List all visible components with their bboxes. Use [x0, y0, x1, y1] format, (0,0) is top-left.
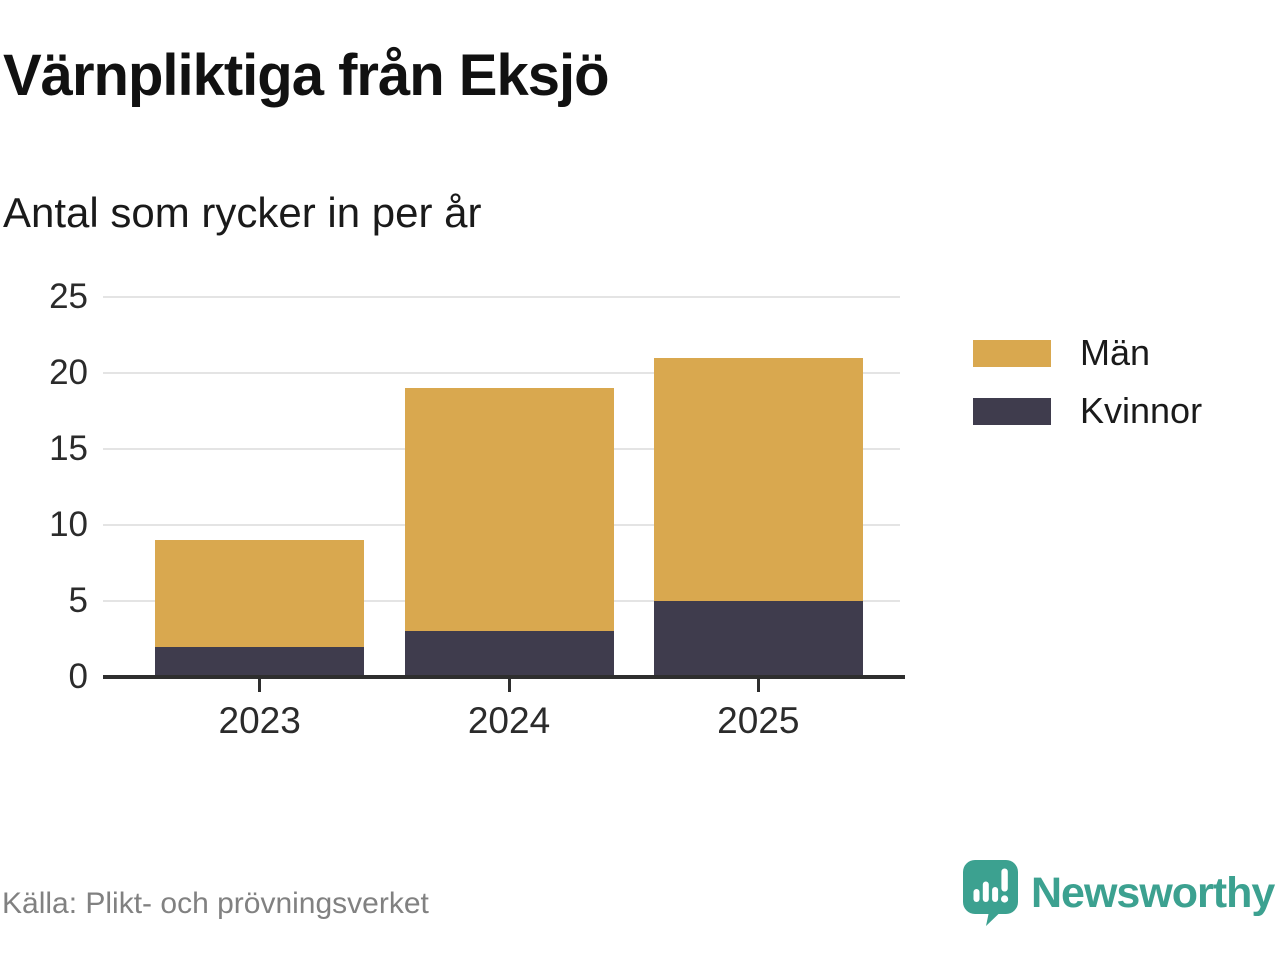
- y-axis-tick-label: 10: [49, 505, 88, 544]
- y-axis-tick-label: 20: [49, 353, 88, 392]
- x-axis-tick: [756, 679, 760, 692]
- newsworthy-logo: Newsworthy: [963, 860, 1275, 926]
- x-axis-tick: [507, 679, 511, 692]
- source-note: Källa: Plikt- och prövningsverket: [2, 887, 429, 920]
- bar-2023-kvinnor: [155, 646, 365, 677]
- bar-2024-kvinnor: [404, 631, 614, 677]
- x-axis-tick-label: 2025: [717, 700, 800, 741]
- legend-swatch-kvinnor: [973, 397, 1051, 425]
- bar-2024-män: [404, 388, 614, 632]
- x-axis-line: [103, 675, 905, 679]
- legend-swatch-män: [973, 339, 1051, 367]
- bar-2025-kvinnor: [653, 601, 863, 677]
- newsworthy-wordmark: Newsworthy: [1031, 868, 1275, 917]
- newsworthy-speech-bubble-icon: [963, 860, 1018, 926]
- chart-subtitle: Antal som rycker in per år: [3, 189, 482, 236]
- bar-2025-män: [653, 357, 863, 601]
- page-title: Värnpliktiga från Eksjö: [3, 43, 610, 108]
- legend-label-kvinnor: Kvinnor: [1080, 390, 1203, 431]
- gridline-y-25: [103, 296, 900, 298]
- legend-item-kvinnor: Kvinnor: [973, 393, 1202, 429]
- x-axis-tick-label: 2024: [467, 700, 551, 741]
- y-axis-tick-label: 5: [68, 581, 88, 620]
- x-axis-tick: [258, 679, 262, 692]
- y-axis-tick-label: 0: [68, 657, 88, 696]
- x-axis-tick-label: 2023: [218, 700, 301, 741]
- y-axis-tick-label: 15: [49, 429, 88, 468]
- legend-label-män: Män: [1080, 332, 1151, 373]
- legend-item-män: Män: [973, 335, 1150, 371]
- y-axis-tick-label: 25: [49, 277, 88, 316]
- bar-2023-män: [155, 540, 365, 647]
- gridline-y-20: [103, 372, 900, 374]
